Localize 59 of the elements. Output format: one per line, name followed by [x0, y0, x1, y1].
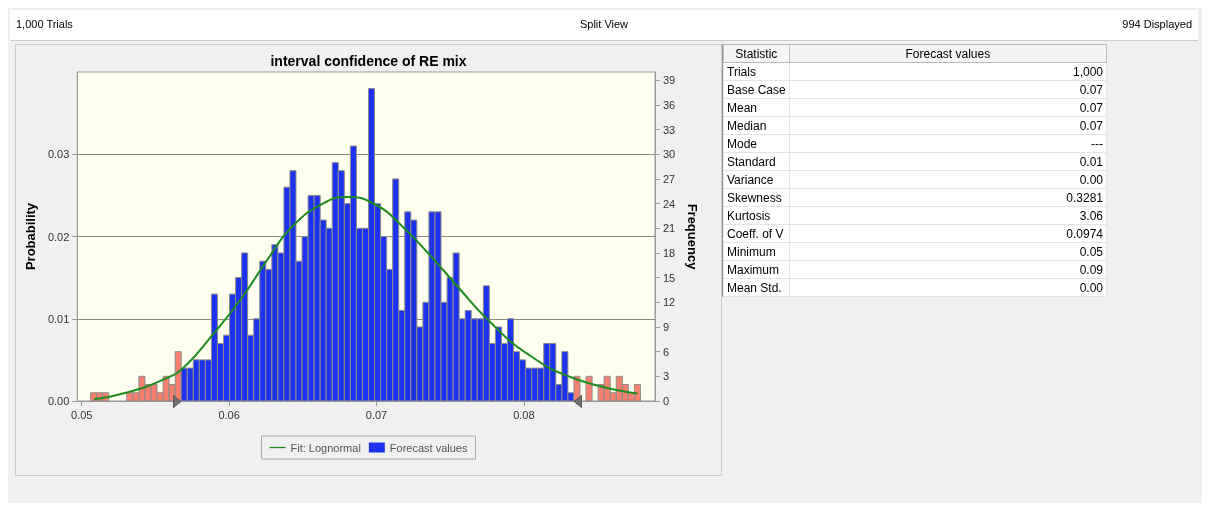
y2-tick-label: 18	[663, 246, 676, 259]
y2-tick-label: 12	[663, 296, 676, 309]
text: 0.3281	[1066, 190, 1103, 205]
y-tick-label: 0.02	[47, 230, 70, 243]
text: 0.07	[1079, 82, 1103, 97]
text: 3.06	[1079, 208, 1103, 223]
line-series	[92, 196, 639, 401]
y2-tick-label: 30	[663, 148, 676, 161]
y2-tick-label: 33	[663, 123, 676, 136]
y2-axis-title: Frequency	[685, 203, 701, 271]
chart-title: interval confidence of RE mix	[270, 53, 467, 69]
legend-label: Fit: Lognormal	[290, 441, 361, 454]
text: ---	[1091, 136, 1103, 151]
text: 1,000	[1072, 64, 1103, 79]
y-axis-title: Probability	[23, 202, 38, 271]
category-label: Median	[723, 116, 790, 135]
category-label: Kurtosis	[723, 206, 790, 225]
x-tick-label: 0.08	[513, 408, 535, 421]
y2-tick-label: 6	[663, 345, 670, 358]
legend-label: Forecast values	[389, 441, 468, 454]
category-label: Variance	[723, 170, 790, 189]
y-tick-label: 0.03	[47, 148, 70, 161]
category-label: Maximum	[723, 260, 790, 279]
x-tick-label: 0.06	[218, 408, 240, 421]
y2-tick-label: 9	[663, 320, 670, 333]
category-label: Mean	[723, 98, 790, 117]
category-label: Trials	[723, 62, 790, 81]
text: 0.07	[1079, 118, 1103, 133]
x-tick-label: 0.05	[71, 408, 93, 421]
text: 994 Displayed	[1122, 18, 1192, 30]
text: Split View	[579, 18, 629, 30]
text: 0.05	[1079, 244, 1103, 259]
y2-tick-label: 0	[663, 395, 670, 407]
y2-tick-label: 36	[663, 98, 676, 111]
text: 0.00	[1079, 280, 1103, 295]
category-label: Coeff. of V	[723, 224, 790, 243]
category-label: Skewness	[723, 188, 790, 207]
text: 1,000 Trials	[16, 18, 73, 30]
y2-tick-label: 27	[663, 172, 676, 185]
category-label: Mean Std.	[723, 278, 790, 297]
y-tick-label: 0.01	[47, 312, 70, 325]
category-label: Minimum	[723, 242, 790, 261]
category-label: Standard	[723, 152, 790, 171]
y2-tick-label: 39	[663, 74, 676, 87]
y2-tick-label: 15	[663, 271, 676, 284]
y-tick-label: 0.00	[47, 395, 70, 407]
text: 0.0974	[1066, 226, 1103, 241]
text: Statistic	[723, 44, 790, 63]
category-label: Mode	[723, 134, 790, 153]
text: 0.00	[1079, 172, 1103, 187]
text: Forecast values	[789, 44, 1107, 63]
y2-tick-label: 3	[663, 370, 670, 383]
y2-tick-label: 24	[663, 197, 676, 210]
y2-tick-label: 21	[663, 222, 676, 235]
text: 0.07	[1079, 100, 1103, 115]
x-tick-label: 0.07	[365, 408, 388, 421]
text: 0.09	[1079, 262, 1103, 277]
category-label: Base Case	[723, 80, 790, 99]
text: 0.01	[1079, 154, 1103, 169]
